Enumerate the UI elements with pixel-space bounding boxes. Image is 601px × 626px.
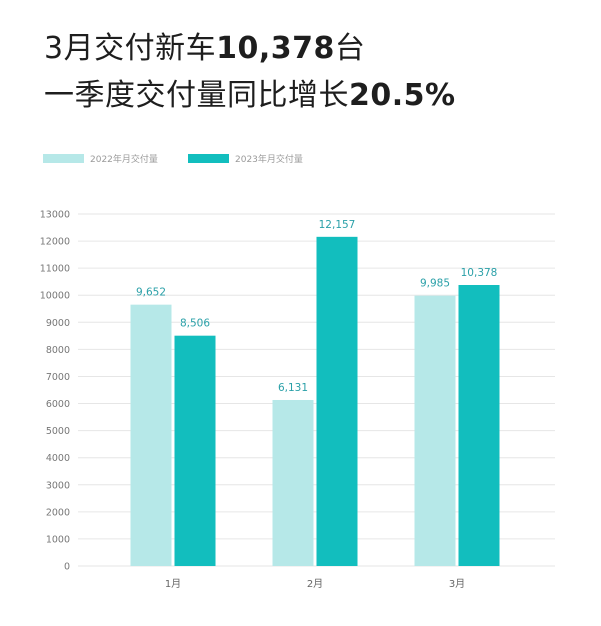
y-tick-label: 11000 — [40, 264, 70, 275]
legend-label-2022: 2022年月交付量 — [90, 154, 158, 165]
bar-2023-3 — [458, 284, 500, 566]
x-tick-label: 3月 — [449, 578, 465, 590]
legend-swatch-2023 — [188, 153, 229, 163]
y-tick-label: 0 — [64, 562, 70, 573]
bar-2023-2 — [316, 236, 358, 566]
y-tick-label: 4000 — [46, 453, 70, 464]
title-text: 3月交付新车 — [44, 31, 217, 66]
data-label: 9,985 — [420, 278, 450, 290]
y-tick-label: 5000 — [46, 426, 70, 437]
title-highlight-percent: 20.5% — [349, 78, 456, 113]
y-tick-label: 7000 — [46, 372, 70, 383]
bar-2022-2 — [272, 399, 314, 566]
data-label: 12,157 — [319, 219, 356, 231]
x-tick-label: 1月 — [165, 578, 181, 590]
legend-label-2023: 2023年月交付量 — [235, 154, 303, 165]
y-tick-label: 1000 — [46, 534, 70, 545]
y-tick-label: 2000 — [46, 507, 70, 518]
legend-item-2022: 2022年月交付量 — [43, 152, 158, 165]
legend-item-2023: 2023年月交付量 — [188, 152, 303, 165]
data-label: 9,652 — [136, 287, 166, 299]
y-tick-label: 13000 — [40, 210, 70, 221]
title-highlight-number: 10,378 — [216, 31, 335, 66]
chart-title-line-2: 一季度交付量同比增长20.5% — [44, 78, 456, 114]
x-tick-label: 2月 — [307, 578, 323, 590]
y-tick-label: 12000 — [40, 237, 70, 248]
y-tick-label: 9000 — [46, 318, 70, 329]
data-label: 6,131 — [278, 382, 308, 394]
bar-2022-1 — [130, 304, 172, 566]
data-label: 8,506 — [180, 318, 210, 330]
y-tick-label: 6000 — [46, 399, 70, 410]
bar-2022-3 — [414, 295, 456, 566]
y-tick-label: 8000 — [46, 345, 70, 356]
y-tick-label: 10000 — [40, 291, 70, 302]
title-text: 一季度交付量同比增长 — [44, 78, 349, 113]
legend-swatch-2022 — [43, 153, 84, 163]
y-tick-label: 3000 — [46, 480, 70, 491]
chart-title-line-1: 3月交付新车10,378台 — [44, 31, 365, 67]
bar-2023-1 — [174, 335, 216, 566]
data-label: 10,378 — [461, 267, 498, 279]
title-unit: 台 — [334, 31, 366, 66]
